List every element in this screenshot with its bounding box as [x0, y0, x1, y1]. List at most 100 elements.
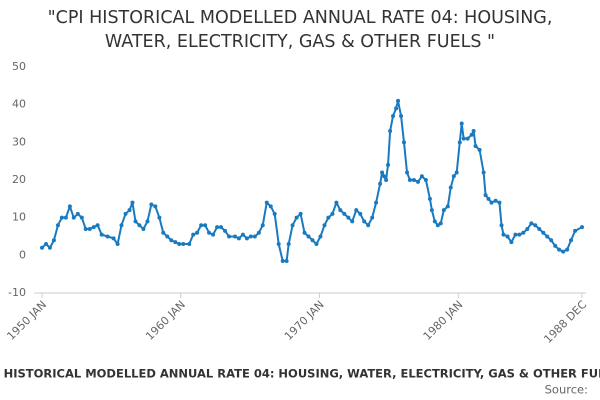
- point: [252, 234, 257, 239]
- point: [165, 234, 170, 239]
- point: [338, 208, 343, 213]
- point: [133, 219, 138, 224]
- point: [388, 129, 393, 134]
- point: [169, 238, 174, 243]
- point: [545, 234, 550, 239]
- point: [469, 132, 474, 137]
- point: [448, 185, 453, 190]
- point: [362, 219, 367, 224]
- point: [481, 170, 486, 175]
- point: [161, 230, 166, 235]
- point: [445, 204, 450, 209]
- point: [83, 226, 88, 231]
- point: [501, 232, 506, 237]
- point: [378, 181, 383, 186]
- point: [394, 106, 399, 111]
- point: [473, 144, 478, 149]
- point: [215, 225, 220, 230]
- y-tick-label: 20: [12, 173, 26, 186]
- y-tick-label: 10: [12, 211, 26, 224]
- point: [489, 200, 494, 205]
- point: [399, 113, 404, 118]
- point: [561, 249, 566, 254]
- point: [105, 234, 110, 239]
- point: [513, 232, 518, 237]
- point: [557, 247, 562, 252]
- y-tick-label: 40: [12, 98, 26, 111]
- point: [483, 193, 488, 198]
- point: [380, 170, 385, 175]
- point: [477, 147, 482, 152]
- point: [119, 223, 124, 228]
- point: [509, 240, 514, 245]
- point: [429, 208, 434, 213]
- point: [91, 225, 96, 230]
- source: Source:: [545, 383, 588, 397]
- point: [149, 202, 154, 207]
- point: [416, 179, 421, 184]
- point: [284, 258, 289, 263]
- point: [322, 223, 327, 228]
- point: [111, 236, 116, 241]
- point: [55, 223, 60, 228]
- point: [207, 230, 212, 235]
- point: [218, 225, 223, 230]
- point: [286, 242, 291, 247]
- point: [310, 238, 315, 243]
- point: [227, 234, 232, 239]
- point: [191, 232, 196, 237]
- point: [573, 228, 578, 233]
- point: [346, 215, 351, 220]
- point: [40, 245, 44, 250]
- point: [75, 211, 80, 216]
- point: [99, 232, 104, 237]
- x-tick-label: 1950 JAN: [4, 298, 49, 343]
- point: [354, 208, 359, 213]
- point: [461, 136, 466, 141]
- y-tick-label: -10: [8, 286, 26, 299]
- point: [306, 234, 311, 239]
- point: [529, 221, 534, 226]
- point: [569, 238, 574, 243]
- point: [541, 230, 546, 235]
- point: [384, 178, 389, 182]
- point: [248, 234, 253, 239]
- series-line: [41, 99, 583, 262]
- point: [580, 225, 584, 230]
- point: [427, 196, 432, 201]
- point: [499, 223, 504, 228]
- point: [505, 234, 510, 239]
- point: [223, 228, 228, 233]
- point: [302, 230, 307, 235]
- point: [405, 170, 410, 175]
- point: [294, 215, 299, 220]
- x-tick-label: 1960 JAN: [143, 298, 188, 343]
- point: [298, 211, 303, 216]
- y-tick-label: 0: [19, 248, 26, 261]
- point: [272, 211, 277, 216]
- point: [137, 223, 142, 228]
- point: [199, 223, 204, 228]
- point: [63, 215, 68, 220]
- point: [87, 226, 92, 231]
- point: [432, 219, 437, 224]
- y-tick-label: 30: [12, 135, 26, 148]
- point: [407, 178, 412, 182]
- point: [95, 223, 100, 228]
- point: [533, 223, 538, 228]
- point: [141, 226, 146, 231]
- point: [44, 242, 49, 247]
- point: [256, 230, 261, 235]
- point: [260, 223, 265, 228]
- point: [465, 136, 470, 141]
- point: [382, 174, 387, 179]
- point: [177, 242, 182, 247]
- point: [130, 200, 135, 205]
- point: [525, 226, 530, 231]
- point: [51, 238, 56, 243]
- point: [370, 215, 375, 220]
- point: [59, 215, 64, 220]
- x-tick-label: 1980 JAN: [421, 298, 466, 343]
- point: [350, 219, 355, 224]
